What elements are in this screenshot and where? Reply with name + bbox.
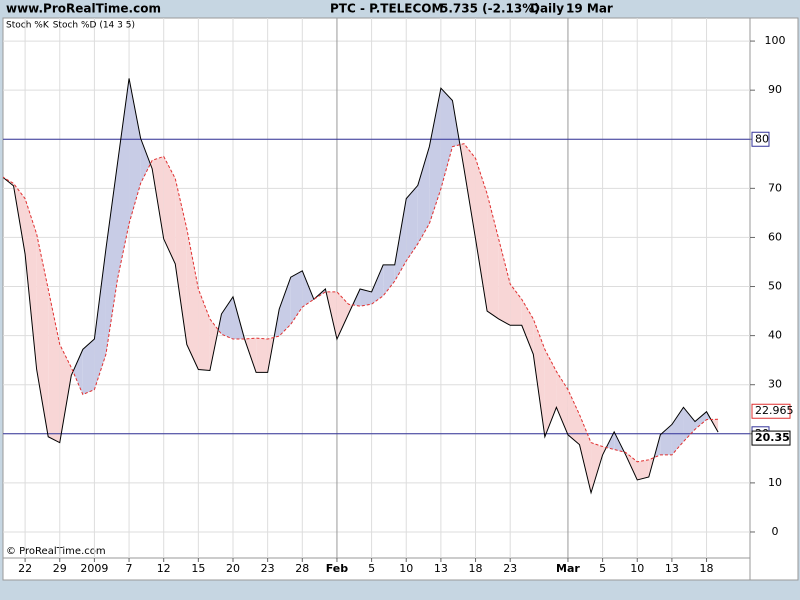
x-tick-label: 13	[434, 562, 448, 575]
x-tick-label: 7	[126, 562, 133, 575]
y-axis-area	[749, 17, 799, 581]
fill-between	[533, 318, 545, 437]
x-axis-area	[2, 557, 751, 581]
fill-between	[521, 299, 534, 355]
fill-between	[544, 349, 557, 437]
fill-between	[48, 288, 60, 443]
fill-between	[475, 158, 488, 312]
fill-between	[360, 288, 372, 307]
fill-between	[129, 78, 141, 224]
fill-between	[221, 296, 233, 340]
y-tick-label: 30	[768, 378, 782, 391]
fill-between	[163, 156, 176, 264]
fill-between	[498, 238, 511, 326]
fill-between	[117, 78, 130, 280]
fill-between	[394, 198, 407, 282]
x-tick-label: 18	[700, 562, 714, 575]
fill-between	[406, 185, 418, 261]
legend-entry: Stoch %D (14 3 5)	[53, 21, 135, 31]
y-tick-label: 80	[755, 132, 769, 145]
site: www.ProRealTime.com	[6, 2, 161, 16]
x-tick-label: 28	[295, 562, 309, 575]
fill-between	[175, 178, 187, 345]
y-tick-label: 10	[768, 476, 782, 489]
series-line	[3, 78, 719, 495]
fill-between	[140, 138, 151, 184]
fill-between	[487, 193, 499, 319]
x-tick-label: Feb	[326, 562, 349, 575]
x-tick-label: 5	[599, 562, 606, 575]
x-tick-label: 23	[261, 562, 275, 575]
fill-between	[429, 88, 441, 224]
x-tick-label: 18	[469, 562, 483, 575]
x-tick-label: Mar	[556, 562, 580, 575]
x-tick-label: 22	[18, 562, 32, 575]
last-value: 20.35	[755, 431, 790, 444]
instrument: PTC - P.TELECOM	[330, 2, 443, 16]
y-tick-label: 0	[772, 525, 779, 538]
fill-between	[464, 143, 476, 239]
x-tick-label: 23	[503, 562, 517, 575]
fill-between	[371, 264, 384, 305]
fill-between	[683, 407, 695, 442]
fill-between	[660, 424, 672, 455]
fill-between	[671, 407, 684, 455]
last-value-box	[751, 403, 791, 419]
fill-between	[556, 371, 568, 435]
price: 5.735 (-2.13%)	[440, 2, 540, 16]
fill-between	[186, 228, 199, 370]
fill-between	[417, 146, 430, 244]
level-label-box	[751, 131, 770, 147]
y-tick-label: 70	[768, 181, 782, 194]
fill-between	[591, 442, 603, 493]
last-value: 22.965	[755, 404, 794, 417]
fill-between	[73, 349, 83, 395]
x-tick-label: 5	[368, 562, 375, 575]
fill-between	[94, 248, 106, 390]
fill-between	[302, 270, 314, 308]
series-line	[3, 143, 719, 463]
x-tick-label: 20	[226, 562, 240, 575]
fill-between	[695, 411, 707, 430]
last-value-box	[751, 430, 791, 446]
date: 19 Mar	[566, 2, 613, 16]
fill-between	[383, 264, 395, 296]
fill-between	[256, 338, 268, 373]
fill-between	[567, 389, 580, 445]
fill-between	[82, 339, 95, 395]
fill-between	[510, 284, 522, 326]
y-tick-label: 60	[768, 230, 782, 243]
x-tick-label: 12	[157, 562, 171, 575]
period: Daily	[530, 2, 564, 16]
x-tick-label: 15	[191, 562, 205, 575]
y-tick-label: 50	[768, 280, 782, 293]
y-tick-label: 90	[768, 83, 782, 96]
fill-between	[209, 318, 219, 371]
x-tick-label: 13	[665, 562, 679, 575]
fill-between	[637, 459, 649, 480]
fill-between	[105, 163, 118, 355]
fill-between	[198, 288, 210, 371]
x-tick-label: 29	[53, 562, 67, 575]
fill-between	[25, 198, 37, 370]
y-tick-label: 100	[765, 34, 786, 47]
fill-between	[279, 277, 291, 337]
footer: © ProRealTime.com	[6, 546, 106, 557]
x-tick-label: 2009	[80, 562, 108, 575]
x-tick-label: 10	[399, 562, 413, 575]
fill-between	[59, 344, 72, 443]
legend-entry: Stoch %K	[6, 21, 50, 31]
fill-between	[440, 88, 453, 189]
fill-between	[336, 291, 349, 340]
x-tick-label: 10	[630, 562, 644, 575]
y-tick-label: 40	[768, 329, 782, 342]
